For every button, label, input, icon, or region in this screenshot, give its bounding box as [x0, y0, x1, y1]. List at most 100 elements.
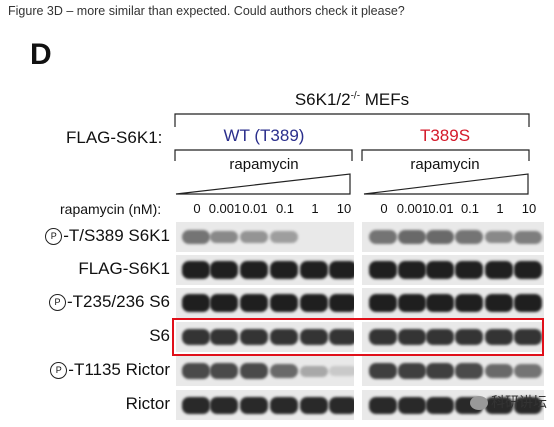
blot-band [240, 328, 268, 346]
blot-band [329, 396, 354, 414]
blot-band [514, 364, 542, 378]
blot-band [398, 363, 426, 379]
blot-strip [362, 255, 544, 285]
blot-band [514, 396, 542, 414]
blot-band [369, 261, 397, 279]
blot-band [398, 261, 426, 279]
dose-value: 0.01 [242, 201, 268, 216]
blot-band [455, 261, 483, 279]
dose-value: 0 [380, 201, 388, 216]
mef-title: S6K1/2-/- MEFs [294, 90, 410, 109]
blot-strip [176, 288, 354, 318]
phospho-icon: P [50, 362, 68, 380]
blot-band [369, 363, 397, 379]
blot-band [329, 294, 354, 312]
blot-band [398, 396, 426, 414]
blot-band [270, 364, 298, 378]
row-label-text: FLAG-S6K1 [78, 259, 170, 278]
rapamycin-label-mut: rapamycin [410, 156, 480, 173]
blot-band [455, 328, 483, 346]
dose-value: 0.001 [208, 201, 242, 216]
blot-band [485, 230, 513, 244]
blot-band [455, 230, 483, 244]
blot-strip [362, 356, 544, 386]
blot-band [426, 230, 454, 244]
blot-band [369, 230, 397, 244]
blot-strip [362, 222, 544, 252]
dose-value: 0.1 [460, 201, 480, 216]
phospho-icon: P [48, 294, 66, 312]
row-label: S6 [0, 326, 170, 346]
blot-band [182, 294, 210, 312]
blot-band [270, 294, 298, 312]
blot-band [398, 294, 426, 312]
blot-strip [362, 322, 544, 352]
blot-band [240, 294, 268, 312]
mut-label: T389S [419, 126, 471, 145]
blot-band [300, 328, 328, 346]
blot-band [426, 328, 454, 346]
dose-triangles [175, 173, 529, 195]
blot-band [485, 396, 513, 414]
row-label-text: -T/S389 S6K1 [63, 226, 170, 245]
highlight-box [172, 318, 544, 356]
blot-band [329, 233, 354, 241]
blot-strip [176, 222, 354, 252]
watermark: 科研讲坛 [470, 392, 547, 412]
blot-band [455, 363, 483, 379]
blot-band [270, 261, 298, 279]
blot-band [426, 261, 454, 279]
blot-band [369, 294, 397, 312]
blot-band [270, 231, 298, 243]
dose-label: rapamycin (nM): [60, 201, 162, 217]
blot-band [514, 230, 542, 244]
group-brackets [174, 149, 530, 161]
blot-band [300, 396, 328, 414]
blot-band [210, 294, 238, 312]
blot-band [369, 328, 397, 346]
blot-band [485, 294, 513, 312]
blot-band [240, 231, 268, 243]
dose-value: 0.001 [396, 201, 430, 216]
blot-band [240, 261, 268, 279]
row-label: FLAG-S6K1 [0, 259, 170, 279]
dose-value: 10 [336, 201, 352, 216]
blot-band [485, 364, 513, 378]
blot-band [369, 396, 397, 414]
blot-strip [362, 288, 544, 318]
blot-band [300, 365, 328, 377]
blot-band [398, 328, 426, 346]
dose-value: 1 [311, 201, 319, 216]
blot-band [514, 294, 542, 312]
dose-value: 0 [193, 201, 201, 216]
row-label-text: -T235/236 S6 [66, 292, 170, 311]
wt-label: WT (T389) [223, 126, 305, 145]
blot-band [426, 396, 454, 414]
blot-band [210, 261, 238, 279]
blot-band [514, 261, 542, 279]
blot-band [426, 294, 454, 312]
mef-bracket [174, 113, 530, 127]
blot-band [210, 363, 238, 379]
row-label-text: Rictor [125, 394, 170, 413]
row-label-text: S6 [149, 326, 170, 345]
blot-band [485, 328, 513, 346]
blot-strip [176, 255, 354, 285]
blot-band [210, 230, 238, 244]
blot-band [210, 396, 238, 414]
row-label-text: -T1135 Rictor [68, 360, 170, 379]
row-label: Rictor [0, 394, 170, 414]
blot-band [300, 294, 328, 312]
blot-strip [176, 356, 354, 386]
blot-band [240, 363, 268, 379]
row-label: P -T1135 Rictor [0, 360, 170, 380]
blot-band [398, 230, 426, 244]
dose-value: 1 [496, 201, 504, 216]
blot-band [182, 261, 210, 279]
phospho-icon: P [45, 228, 63, 246]
flag-label: FLAG-S6K1: [66, 128, 163, 147]
wechat-icon [470, 396, 488, 411]
blot-band [514, 328, 542, 346]
blot-band [210, 328, 238, 346]
blot-band [270, 396, 298, 414]
